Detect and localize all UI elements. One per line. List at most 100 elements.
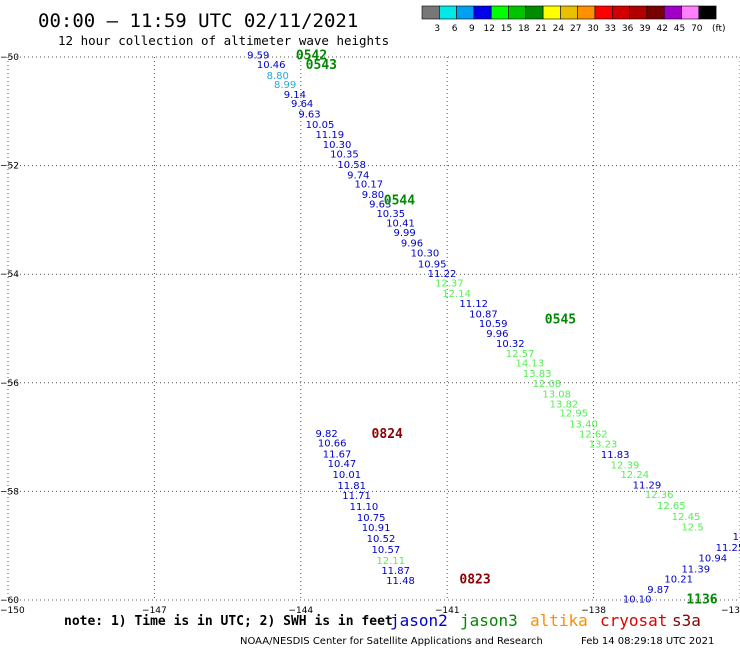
colorbar-swatch [698, 5, 717, 20]
swh-value-label: 10.95 [418, 259, 447, 270]
swh-value-label: 9.82 [315, 429, 337, 440]
colorbar-swatch [646, 5, 665, 20]
swh-value-label: 8.99 [274, 80, 296, 91]
axis-ticks: −150 −147 −144 −141 −138 −13 −50 −52 −54 −56 −58 −6… [0, 53, 740, 616]
swh-value-label: 10.10 [623, 594, 652, 605]
swh-value-label: 10.30 [323, 140, 352, 151]
swh-value-label: 11.10 [350, 502, 379, 513]
colorbar-swatch [456, 5, 475, 20]
colorbar-tick-label: 24 [553, 24, 565, 34]
swh-value-label: 10.59 [479, 319, 508, 330]
satellite-legend-jason2: jason2 [390, 611, 448, 630]
satellite-legend-jason3: jason3 [460, 611, 518, 630]
x-tick-label: −150 [0, 606, 25, 616]
satellite-legend-cryosat: cryosat [600, 611, 667, 630]
colorbar-swatch [681, 5, 700, 20]
pass-time-label: 0824 [372, 427, 403, 442]
swh-value-label: 12.62 [579, 429, 608, 440]
swh-value-label: 13.23 [589, 440, 618, 451]
swh-value-label: 9.80 [362, 190, 384, 201]
satellite-legend-s3a: s3a [672, 611, 701, 630]
map-grid [7, 56, 740, 601]
swh-value-label: 9.87 [647, 585, 669, 596]
pass-time-label: 0544 [384, 193, 415, 208]
colorbar-swatch [542, 5, 561, 20]
swh-value-label: 12.45 [672, 512, 701, 523]
x-tick-label: −144 [288, 606, 313, 616]
swh-value-label: 13.83 [523, 369, 552, 380]
swh-value-label: 9.96 [401, 239, 423, 250]
swh-value-label: 12.11 [376, 556, 405, 567]
colorbar-tick-label: 45 [674, 24, 685, 34]
swh-value-label: 13.40 [569, 420, 598, 431]
footer-timestamp: Feb 14 08:29:18 UTC 2021 [581, 636, 714, 647]
colorbar-swatch [508, 5, 527, 20]
swh-value-label: 10.21 [664, 574, 693, 585]
y-tick-label: −50 [0, 53, 19, 63]
x-tick-label: −13 [721, 606, 740, 616]
swh-value-label: 14.13 [516, 359, 545, 370]
swh-value-label: 11.22 [428, 269, 457, 280]
swh-value-label: 11.39 [681, 565, 710, 576]
y-tick-label: −60 [0, 596, 19, 606]
colorbar-legend: 3 6 9 12 15 18 21 24 27 30 33 36 39 42 45 70 [421, 5, 717, 34]
swh-value-label: 10.66 [318, 439, 347, 450]
swh-value-label: 9.99 [394, 228, 416, 239]
y-tick-label: −52 [0, 162, 19, 172]
colorbar-swatch [629, 5, 648, 20]
swh-value-label: 11.19 [315, 130, 344, 141]
swh-value-label: 10.75 [357, 513, 386, 524]
swh-value-label: 10.91 [362, 523, 391, 534]
pass-time-label: 0543 [306, 58, 337, 73]
swh-value-label: 10.94 [699, 554, 728, 565]
swh-value-label: 11.67 [323, 449, 352, 460]
swh-value-label: 11.71 [342, 491, 371, 502]
x-tick-label: −147 [142, 606, 167, 616]
swh-value-label: 12.36 [645, 490, 674, 501]
swh-value-label: 12.65 [657, 501, 686, 512]
colorbar-swatch [594, 5, 613, 20]
colorbar-tick-label: 30 [587, 24, 599, 34]
swh-value-label: 8.80 [267, 71, 289, 82]
y-tick-label: −58 [0, 487, 19, 497]
swh-value-label: 10.35 [376, 209, 405, 220]
swh-value-label: 12.08 [533, 379, 562, 390]
swh-value-label: 10.52 [367, 534, 396, 545]
swh-value-label: 12.37 [435, 278, 464, 289]
swh-value-label: 11.25 [716, 543, 740, 554]
chart-title: 00:00 – 11:59 UTC 02/11/2021 [38, 10, 358, 32]
swh-value-label: 11.48 [386, 576, 415, 587]
colorbar-tick-label: 21 [535, 24, 546, 34]
swh-value-label: 12.39 [611, 460, 640, 471]
colorbar-tick-label: 39 [639, 24, 651, 34]
chart-subtitle: 12 hour collection of altimeter wave hei… [58, 33, 389, 48]
pass-time-label: 1136 [686, 592, 717, 607]
pass-time-label: 0823 [459, 572, 490, 587]
swh-value-label: 9.14 [284, 90, 306, 101]
colorbar-swatch [663, 5, 682, 20]
colorbar-tick-label: 15 [501, 24, 512, 34]
swh-value-label: 11.12 [459, 299, 488, 310]
colorbar-swatch [611, 5, 630, 20]
swh-value-label: 10.35 [330, 150, 359, 161]
swh-value-label: 10.05 [306, 120, 335, 131]
colorbar-swatch [560, 5, 579, 20]
swh-value-label: 12.24 [620, 470, 649, 481]
colorbar-swatch [421, 5, 440, 20]
swh-value-label: 13.08 [542, 390, 571, 401]
swh-value-label: 12.57 [506, 349, 535, 360]
swh-value-label: 11.87 [381, 566, 410, 577]
swh-value-label: 12.5 [681, 523, 703, 534]
swh-value-label: 12.14 [442, 289, 471, 300]
colorbar-tick-label: 6 [452, 24, 458, 34]
colorbar-swatch [525, 5, 544, 20]
swh-value-label: 13.82 [550, 399, 579, 410]
swh-value-label: 11.29 [633, 480, 662, 491]
colorbar-unit: (ft) [712, 24, 726, 34]
swh-value-label: 10.32 [496, 339, 525, 350]
swh-value-label: 10.58 [337, 160, 366, 171]
colorbar-tick-label: 3 [434, 24, 440, 34]
swh-labels: 9.5910.468.808.999.149.649.6310.0511.191… [247, 50, 740, 605]
